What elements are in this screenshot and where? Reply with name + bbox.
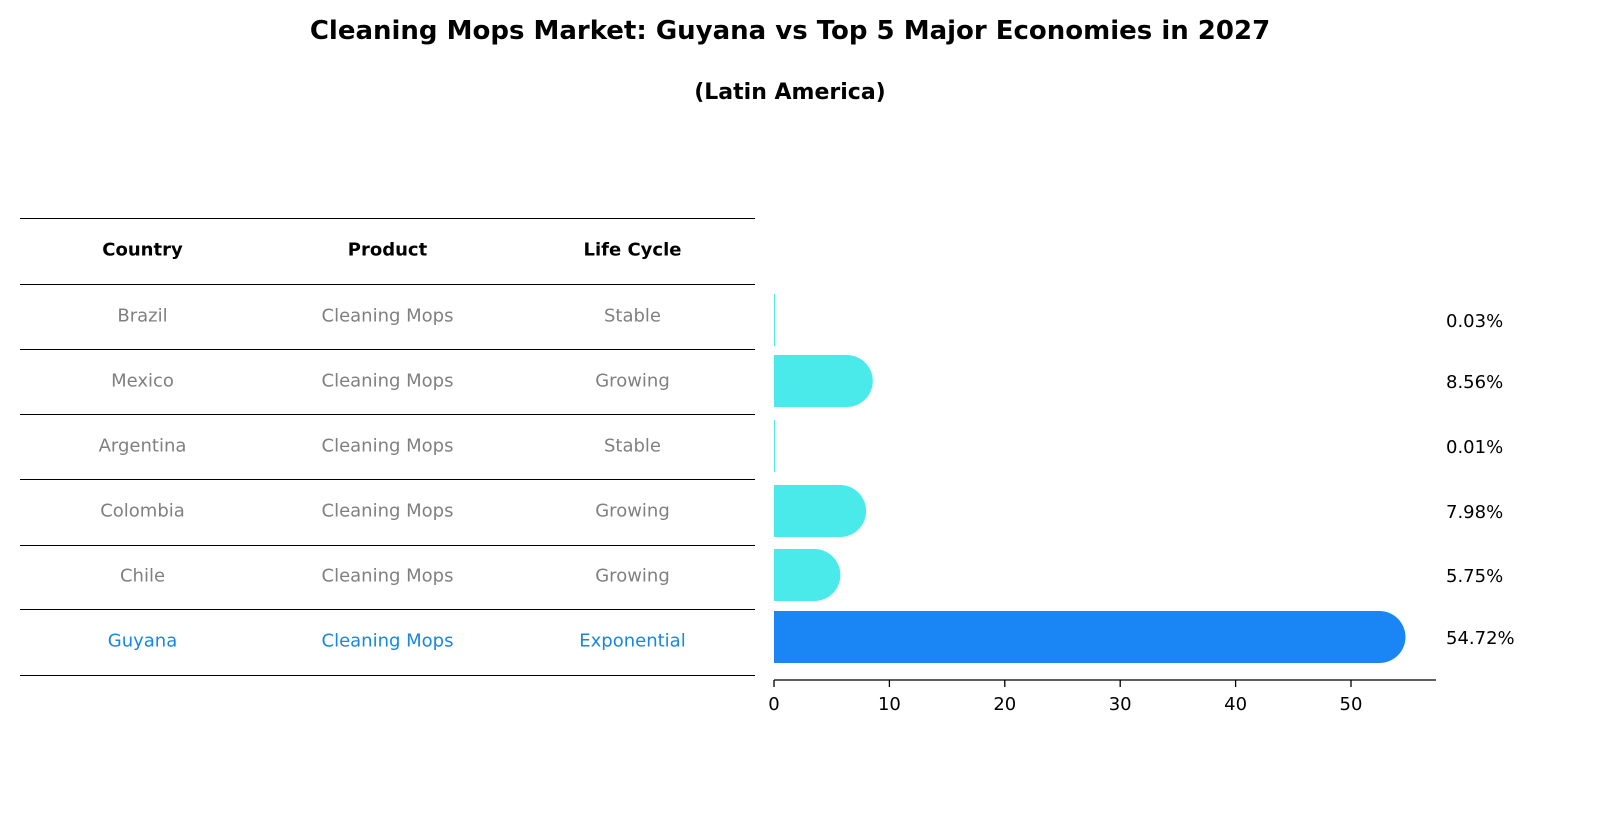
x-tick-label: 40 <box>1224 694 1247 715</box>
table-cell: Cleaning Mops <box>321 565 454 587</box>
table-cell: Stable <box>603 305 661 327</box>
x-tick-label: 0 <box>768 694 779 715</box>
table-rule <box>20 609 755 610</box>
table-cell: Exponential <box>579 630 686 652</box>
bar-colombia <box>774 485 867 537</box>
column-header: Product <box>347 239 428 261</box>
table-cell: Brazil <box>117 305 168 327</box>
table-rule <box>20 349 755 350</box>
x-tick-label: 30 <box>1109 694 1132 715</box>
table-cell: Colombia <box>100 500 185 522</box>
table-rule <box>20 545 755 546</box>
data-label: 54.72% <box>1446 628 1515 649</box>
table-cell: Cleaning Mops <box>321 500 454 522</box>
table-rule <box>20 675 755 676</box>
table-rule <box>20 284 755 285</box>
data-label: 7.98% <box>1446 502 1503 523</box>
column-header: Country <box>102 239 183 261</box>
table-rule <box>20 479 755 480</box>
table-cell: Argentina <box>98 435 187 457</box>
table-cell: Cleaning Mops <box>321 305 454 327</box>
bar-brazil <box>774 294 775 346</box>
chart-title: Cleaning Mops Market: Guyana vs Top 5 Ma… <box>309 16 1271 46</box>
table-cell: Cleaning Mops <box>321 630 454 652</box>
data-label: 5.75% <box>1446 566 1503 587</box>
x-tick-label: 50 <box>1340 694 1363 715</box>
bar-guyana <box>774 611 1406 663</box>
x-tick-label: 20 <box>993 694 1016 715</box>
table-cell: Stable <box>603 435 661 457</box>
table-cell: Chile <box>119 565 166 587</box>
bar-chile <box>774 549 841 601</box>
table-cell: Guyana <box>107 630 178 652</box>
data-label: 0.01% <box>1446 437 1503 458</box>
data-label: 0.03% <box>1446 311 1503 332</box>
table-cell: Growing <box>595 565 670 587</box>
table-cell: Cleaning Mops <box>321 435 454 457</box>
chart-subtitle: (Latin America) <box>694 80 886 105</box>
column-header: Life Cycle <box>583 239 682 261</box>
table-cell: Growing <box>595 500 670 522</box>
table-rule <box>20 414 755 415</box>
bar-argentina <box>774 420 775 472</box>
table-rule <box>20 218 755 219</box>
table-cell: Mexico <box>111 370 174 392</box>
data-label: 8.56% <box>1446 372 1503 393</box>
x-tick-label: 10 <box>878 694 901 715</box>
table-cell: Cleaning Mops <box>321 370 454 392</box>
bar-mexico <box>774 355 873 407</box>
table-cell: Growing <box>595 370 670 392</box>
